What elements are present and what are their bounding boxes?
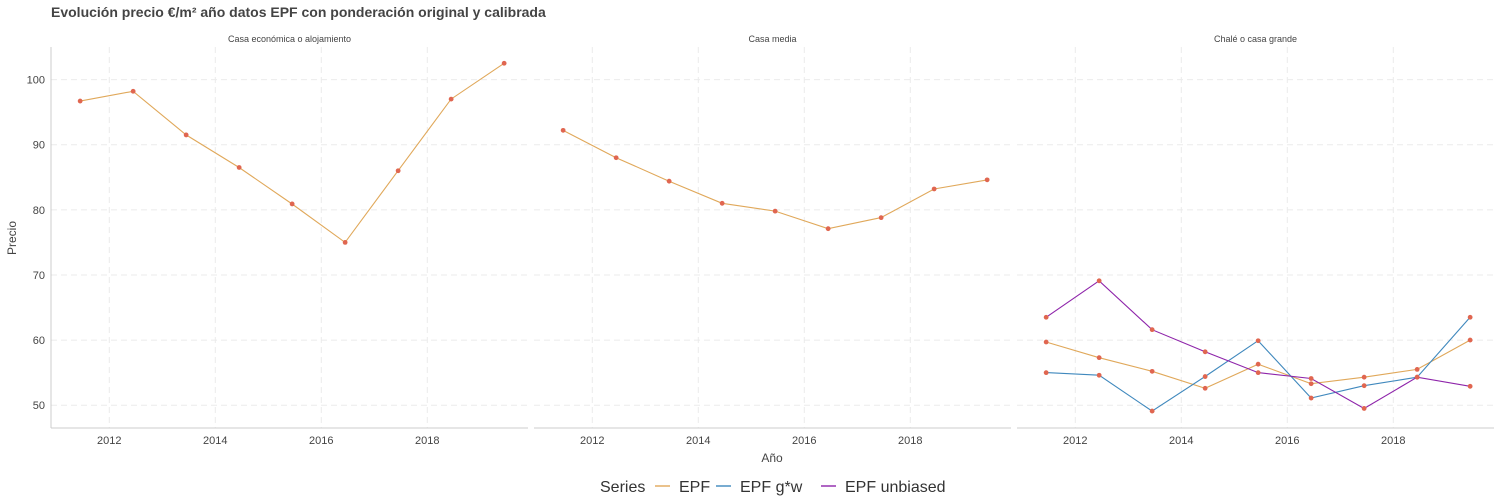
data-point: [448, 96, 454, 102]
data-point: [1308, 376, 1314, 381]
panels-layer: Casa económica o alojamiento 2012 2014 2016…: [27, 34, 1494, 447]
data-point: [1361, 406, 1367, 411]
data-point: [1043, 339, 1049, 345]
chart-title: Evolución precio €/m² año datos EPF con …: [51, 4, 546, 20]
y-tick-label: 100: [27, 75, 45, 87]
data-point: [1308, 395, 1314, 401]
data-point: [1467, 314, 1473, 320]
data-point: [772, 208, 778, 214]
data-point: [236, 165, 242, 170]
data-point: [825, 226, 831, 232]
data-point: [183, 132, 189, 138]
data-point: [984, 177, 990, 183]
panel-2: Casa media 2012 2014 2016 2018: [534, 34, 1011, 447]
y-tick-label: 50: [33, 400, 45, 412]
x-tick-label: 2016: [792, 435, 816, 447]
data-point: [1096, 372, 1102, 378]
data-point: [560, 127, 566, 133]
x-tick-label: 2012: [580, 435, 604, 447]
data-point: [1308, 381, 1314, 387]
x-tick-label: 2014: [686, 435, 710, 447]
x-tick-label: 2016: [309, 435, 333, 447]
data-point: [1255, 338, 1261, 344]
x-tick-label: 2014: [203, 435, 227, 447]
x-axis-title: Año: [761, 451, 783, 465]
y-axis-title: Precio: [5, 221, 19, 255]
panel-strip-label: Chalé o casa grande: [1214, 34, 1297, 44]
y-tick-label: 80: [33, 205, 45, 217]
x-tick-label: 2018: [898, 435, 922, 447]
data-point: [613, 155, 619, 161]
data-point: [1255, 361, 1261, 367]
series-line: [79, 62, 505, 244]
data-point: [1149, 408, 1155, 414]
data-point: [1202, 349, 1208, 355]
x-tick-label: 2014: [1169, 435, 1193, 447]
data-point: [1361, 383, 1367, 389]
panel-1: Casa económica o alojamiento 2012 2014 2016…: [27, 34, 528, 447]
y-tick-label: 90: [33, 140, 45, 152]
legend-label: EPF unbiased: [845, 479, 946, 496]
data-point: [1096, 278, 1102, 284]
panel-3: Chalé o casa grande 2012 2014 2016 2018: [1017, 34, 1494, 447]
x-tick-label: 2012: [97, 435, 121, 447]
data-point: [501, 60, 507, 66]
panel-strip-label: Casa económica o alojamiento: [228, 34, 351, 44]
data-point: [1096, 355, 1102, 361]
data-point: [1414, 366, 1420, 372]
data-point: [1255, 370, 1261, 376]
legend-label: EPF: [679, 479, 710, 496]
x-tick-label: 2018: [415, 435, 439, 447]
data-point: [1361, 374, 1367, 380]
data-point: [1149, 368, 1155, 374]
legend-title: Series: [600, 479, 645, 496]
data-point: [1043, 314, 1049, 320]
data-point: [342, 239, 348, 245]
data-point: [395, 168, 401, 174]
panel-strip-label: Casa media: [748, 34, 796, 44]
legend-label: EPF g*w: [740, 479, 803, 496]
data-point: [289, 201, 295, 207]
data-point: [1467, 337, 1473, 343]
x-tick-label: 2012: [1063, 435, 1087, 447]
data-point: [878, 215, 884, 221]
legend: Series EPF EPF g*w EPF unbiased: [600, 479, 946, 496]
data-point: [666, 178, 672, 184]
data-point: [1467, 383, 1473, 389]
data-point: [1414, 374, 1420, 380]
data-point: [1202, 374, 1208, 379]
data-point: [1043, 370, 1049, 376]
data-point: [130, 88, 136, 94]
y-tick-label: 60: [33, 335, 45, 347]
data-point: [1149, 327, 1155, 333]
y-tick-label: 70: [33, 270, 45, 282]
data-point: [719, 200, 725, 206]
data-point: [77, 98, 83, 104]
x-tick-label: 2018: [1381, 435, 1405, 447]
x-tick-label: 2016: [1275, 435, 1299, 447]
series-line: [1045, 280, 1471, 410]
data-point: [931, 186, 937, 192]
data-point: [1202, 385, 1208, 391]
